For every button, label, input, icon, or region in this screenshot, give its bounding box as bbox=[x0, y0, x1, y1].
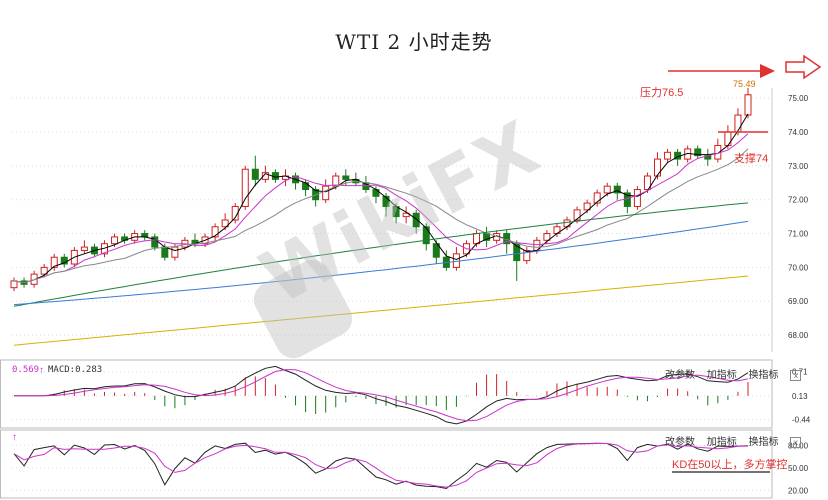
candle-body bbox=[513, 243, 521, 262]
resistance-label: 压力76.5 bbox=[640, 87, 684, 99]
candle-body bbox=[694, 148, 702, 157]
kd-k-line bbox=[13, 442, 749, 490]
ma20-line bbox=[13, 148, 749, 284]
candle-body bbox=[171, 246, 179, 258]
kd-params-button[interactable]: 改参数 bbox=[665, 437, 695, 448]
macd-tick-label: 0.71 bbox=[792, 368, 808, 377]
candle-body bbox=[221, 219, 229, 228]
price-tick-label: 74.00 bbox=[788, 128, 809, 137]
candle-body bbox=[654, 158, 662, 177]
candle-body bbox=[111, 236, 119, 245]
ma250-line bbox=[13, 275, 749, 346]
candle-body bbox=[40, 266, 48, 275]
candle-body bbox=[211, 226, 219, 238]
kd-tick-label: 80.00 bbox=[788, 441, 809, 450]
support-label: 支撑74 bbox=[734, 153, 769, 165]
macd-toolbar: 改参数 加指标 换指标 x bbox=[656, 366, 802, 381]
candle-body bbox=[261, 172, 269, 180]
candle-body bbox=[50, 256, 58, 268]
macd-value-left: 0.569 bbox=[12, 365, 40, 375]
chart-title: WTI 2 小时走势 bbox=[335, 30, 493, 54]
candle-body bbox=[734, 114, 742, 133]
candle-body bbox=[231, 205, 239, 221]
candle-body bbox=[80, 246, 88, 251]
candle-body bbox=[402, 212, 410, 218]
kd-d-line bbox=[13, 443, 749, 488]
macd-dif-line bbox=[14, 365, 749, 425]
candle-body bbox=[382, 195, 390, 207]
price-tick-label: 69.00 bbox=[788, 297, 809, 306]
ma120-line bbox=[13, 220, 749, 306]
macd-up-arrow-icon: ↑ bbox=[39, 365, 44, 376]
kd-close-icon[interactable]: x bbox=[790, 437, 802, 448]
outline-arrow-icon bbox=[785, 54, 822, 80]
price-tick-label: 68.00 bbox=[788, 331, 809, 340]
macd-pane-border bbox=[0, 359, 773, 429]
kd-up-arrow-icon: ↑ bbox=[12, 432, 17, 443]
macd-dea-line bbox=[14, 369, 749, 422]
candle-body bbox=[342, 175, 350, 180]
candle-body bbox=[432, 243, 440, 258]
last-price-label: 75.49 bbox=[733, 79, 756, 89]
price-tick-label: 70.00 bbox=[788, 263, 809, 272]
candle-body bbox=[412, 212, 420, 228]
kd-switch-indicator-button[interactable]: 换指标 bbox=[748, 437, 779, 448]
candle-body bbox=[633, 189, 641, 207]
resistance-arrowhead-icon bbox=[760, 64, 775, 78]
kd-toolbar: 改参数 加指标 换指标 x bbox=[656, 433, 802, 448]
candle-body bbox=[452, 253, 460, 268]
kd-tick-label: 50.00 bbox=[788, 464, 809, 473]
macd-params-button[interactable]: 改参数 bbox=[665, 370, 695, 381]
price-tick-label: 73.00 bbox=[788, 162, 809, 171]
candle-body bbox=[724, 131, 732, 147]
ma60-line bbox=[13, 202, 749, 307]
candle-body bbox=[161, 246, 169, 258]
candle-body bbox=[643, 175, 651, 191]
ma10-line bbox=[13, 133, 749, 284]
candle-body bbox=[10, 280, 18, 289]
candle-body bbox=[543, 233, 551, 241]
candle-body bbox=[322, 185, 330, 201]
kd-annotation: KD在50以上，多方掌控 bbox=[672, 459, 788, 471]
ma5-line bbox=[13, 113, 749, 284]
price-tick-label: 75.00 bbox=[788, 94, 809, 103]
candle-body bbox=[241, 168, 249, 207]
kd-add-indicator-button[interactable]: 加指标 bbox=[706, 437, 737, 448]
candle-body bbox=[744, 94, 752, 116]
candle-body bbox=[603, 185, 611, 194]
candle-body bbox=[593, 192, 601, 204]
macd-tick-label: 0.13 bbox=[792, 392, 808, 401]
candle-body bbox=[251, 168, 259, 180]
price-tick-label: 71.00 bbox=[788, 230, 809, 239]
candle-body bbox=[60, 256, 68, 265]
candle-body bbox=[613, 185, 621, 194]
macd-tick-label: -0.44 bbox=[792, 416, 811, 425]
candle-body bbox=[422, 226, 430, 245]
macd-switch-indicator-button[interactable]: 换指标 bbox=[748, 370, 779, 381]
kd-pane-border bbox=[0, 429, 773, 499]
price-tick-label: 72.00 bbox=[788, 196, 809, 205]
candle-body bbox=[523, 249, 531, 262]
candle-body bbox=[664, 151, 672, 160]
macd-close-icon[interactable]: x bbox=[790, 370, 802, 381]
candle-body bbox=[302, 182, 310, 191]
candle-body bbox=[573, 209, 581, 221]
kd-tick-label: 20.00 bbox=[788, 486, 809, 495]
candle-body bbox=[473, 233, 481, 245]
candle-body bbox=[583, 202, 591, 211]
macd-label: MACD:0.283 bbox=[48, 365, 103, 375]
macd-add-indicator-button[interactable]: 加指标 bbox=[706, 370, 737, 381]
